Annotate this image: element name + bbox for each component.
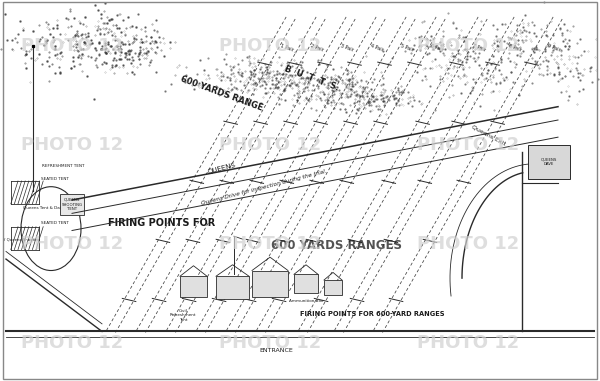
Text: 1 Pair: 1 Pair	[280, 43, 294, 53]
Text: 9 Pair: 9 Pair	[547, 43, 561, 53]
Text: Queens Drive for inspection during the trial.: Queens Drive for inspection during the t…	[200, 169, 328, 206]
Bar	[216, 276, 249, 299]
Text: 6 Pair: 6 Pair	[430, 43, 444, 53]
Text: 3 Pair: 3 Pair	[340, 43, 354, 53]
Text: PHOTO 12: PHOTO 12	[21, 37, 123, 55]
Text: PHOTO 12: PHOTO 12	[417, 37, 519, 55]
Text: SEATED TENT: SEATED TENT	[41, 177, 68, 181]
Text: PHOTO 12: PHOTO 12	[417, 235, 519, 253]
Bar	[252, 271, 288, 297]
Bar	[180, 276, 207, 297]
Text: 2 Pair: 2 Pair	[310, 43, 324, 53]
Text: 5 Pair: 5 Pair	[400, 43, 414, 53]
Text: Civil
Refreshment
Tent: Civil Refreshment Tent	[170, 309, 196, 322]
Text: REFRESHMENT TENT: REFRESHMENT TENT	[42, 164, 85, 168]
Text: Queens Tent & Dais: Queens Tent & Dais	[23, 206, 63, 210]
Text: ENTRANCE: ENTRANCE	[259, 348, 293, 353]
Text: Ammunition Box: Ammunition Box	[289, 299, 323, 303]
Text: QUEENS: QUEENS	[207, 162, 237, 175]
Bar	[528, 145, 570, 179]
Bar	[60, 194, 84, 215]
Text: PHOTO 12: PHOTO 12	[219, 334, 321, 352]
Text: FIRING POINTS FOR 600-YARD RANGES: FIRING POINTS FOR 600-YARD RANGES	[300, 311, 444, 317]
Text: PHOTO 12: PHOTO 12	[21, 235, 123, 253]
Text: Y Queens Shooting: Y Queens Shooting	[3, 238, 40, 242]
Text: 8 Pair: 8 Pair	[508, 43, 522, 53]
Text: PHOTO 12: PHOTO 12	[417, 136, 519, 154]
Bar	[324, 280, 342, 295]
Text: B  U  T  T  S.: B U T T S.	[284, 64, 340, 92]
Text: PHOTO 12: PHOTO 12	[21, 334, 123, 352]
Text: PHOTO 12: PHOTO 12	[21, 136, 123, 154]
Text: Queens Exit: Queens Exit	[471, 124, 507, 146]
Text: PHOTO 12: PHOTO 12	[219, 235, 321, 253]
Text: PHOTO 12: PHOTO 12	[219, 37, 321, 55]
Text: FIRING POINTS FOR: FIRING POINTS FOR	[109, 218, 215, 228]
Text: QUEENS
SHOOTING
TENT: QUEENS SHOOTING TENT	[61, 198, 83, 211]
Text: SEATED TENT: SEATED TENT	[41, 221, 68, 225]
Text: 600 YARDS RANGES: 600 YARDS RANGES	[271, 239, 401, 252]
Text: QUEENS
DAVE: QUEENS DAVE	[541, 158, 557, 166]
Text: 7 Pair: 7 Pair	[472, 43, 486, 53]
Text: PHOTO 12: PHOTO 12	[417, 334, 519, 352]
Bar	[294, 274, 318, 293]
Text: 600 YARDS RANGE: 600 YARDS RANGE	[179, 74, 265, 112]
Text: PHOTO 12: PHOTO 12	[219, 136, 321, 154]
Text: 4 Pair: 4 Pair	[370, 43, 384, 53]
